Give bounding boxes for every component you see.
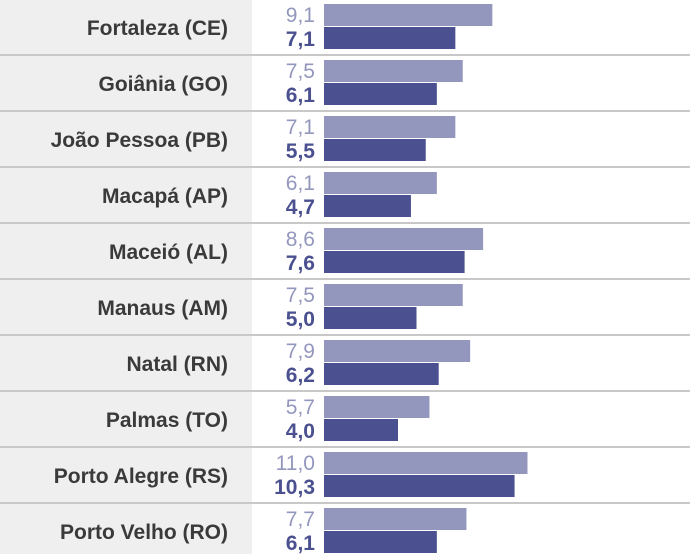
bar-series-2 xyxy=(324,531,437,553)
bar-series-1 xyxy=(324,396,430,418)
data-label-series-1: 7,9 xyxy=(286,340,315,363)
category-label: Palmas (TO) xyxy=(106,409,228,432)
row-separator xyxy=(0,390,690,392)
bar-series-2 xyxy=(324,475,515,497)
bar-series-1 xyxy=(324,172,437,194)
label-panel xyxy=(0,392,252,446)
chart-row: Manaus (AM) 7,55,0 xyxy=(0,280,690,336)
data-label-series-2: 6,1 xyxy=(286,532,316,554)
category-label: Manaus (AM) xyxy=(97,297,228,320)
data-label-series-1: 8,6 xyxy=(286,228,315,251)
bar-series-1 xyxy=(324,284,463,306)
category-label: Goiânia (GO) xyxy=(98,73,228,96)
chart-row: Porto Alegre (RS) 11,010,3 xyxy=(0,448,690,504)
row-separator xyxy=(0,278,690,280)
bar-series-2 xyxy=(324,195,411,217)
bar-series-2 xyxy=(324,251,465,273)
chart-row: Macapá (AP) 6,14,7 xyxy=(0,168,690,224)
chart-row: João Pessoa (PB) 7,15,5 xyxy=(0,112,690,168)
row-separator xyxy=(0,502,690,504)
data-label-series-2: 7,6 xyxy=(286,252,315,275)
bar-series-1 xyxy=(324,452,528,474)
data-label-series-2: 6,1 xyxy=(286,84,316,107)
bar-series-1 xyxy=(324,116,456,138)
row-separator xyxy=(0,166,690,168)
data-label-series-2: 5,0 xyxy=(286,308,315,331)
bar-series-2 xyxy=(324,307,417,329)
row-separator xyxy=(0,54,690,56)
data-label-series-1: 7,5 xyxy=(286,284,315,307)
category-label: João Pessoa (PB) xyxy=(51,129,228,152)
row-separator xyxy=(0,334,690,336)
chart-row: Fortaleza (CE) 9,17,1 xyxy=(0,0,690,56)
category-label: Fortaleza (CE) xyxy=(87,17,228,40)
chart-row: Maceió (AL) 8,67,6 xyxy=(0,224,690,280)
data-label-series-1: 11,0 xyxy=(276,452,315,475)
category-label: Porto Velho (RO) xyxy=(60,521,228,544)
bar-series-1 xyxy=(324,228,484,250)
label-panel xyxy=(0,336,252,390)
row-separator xyxy=(0,446,690,448)
label-panel xyxy=(0,504,252,554)
chart-row: Porto Velho (RO) 7,76,1 xyxy=(0,504,467,554)
label-panel xyxy=(0,224,252,278)
bar-series-1 xyxy=(324,60,463,82)
chart-row: Natal (RN) 7,96,2 xyxy=(0,336,690,392)
label-panel xyxy=(0,168,252,222)
bar-series-1 xyxy=(324,4,493,26)
data-label-series-2: 7,1 xyxy=(286,28,316,51)
label-panel xyxy=(0,112,252,166)
data-label-series-1: 7,7 xyxy=(286,508,315,531)
chart-row: Goiânia (GO) 7,56,1 xyxy=(0,56,690,112)
bar-series-2 xyxy=(324,419,398,441)
data-label-series-1: 6,1 xyxy=(286,172,315,195)
data-label-series-2: 4,0 xyxy=(286,420,315,443)
row-separator xyxy=(0,222,690,224)
bar-series-1 xyxy=(324,340,471,362)
label-panel xyxy=(0,448,252,502)
data-label-series-1: 5,7 xyxy=(286,396,315,419)
bar-series-2 xyxy=(324,27,456,49)
category-label: Macapá (AP) xyxy=(102,185,228,208)
bar-series-2 xyxy=(324,139,426,161)
bar-series-1 xyxy=(324,508,467,530)
row-separator xyxy=(0,110,690,112)
data-label-series-1: 9,1 xyxy=(286,4,315,27)
data-label-series-2: 5,5 xyxy=(286,140,316,163)
category-label: Porto Alegre (RS) xyxy=(54,465,228,488)
category-label: Maceió (AL) xyxy=(109,241,228,264)
bar-series-2 xyxy=(324,83,437,105)
data-label-series-2: 10,3 xyxy=(274,476,315,499)
label-panel xyxy=(0,0,252,54)
category-label: Natal (RN) xyxy=(126,353,228,376)
data-label-series-1: 7,5 xyxy=(286,60,315,83)
data-label-series-2: 4,7 xyxy=(286,196,315,219)
data-label-series-1: 7,1 xyxy=(286,116,315,139)
label-panel xyxy=(0,56,252,110)
bar-series-2 xyxy=(324,363,439,385)
label-panel xyxy=(0,280,252,334)
chart-row: Palmas (TO) 5,74,0 xyxy=(0,392,690,448)
data-label-series-2: 6,2 xyxy=(286,364,315,387)
